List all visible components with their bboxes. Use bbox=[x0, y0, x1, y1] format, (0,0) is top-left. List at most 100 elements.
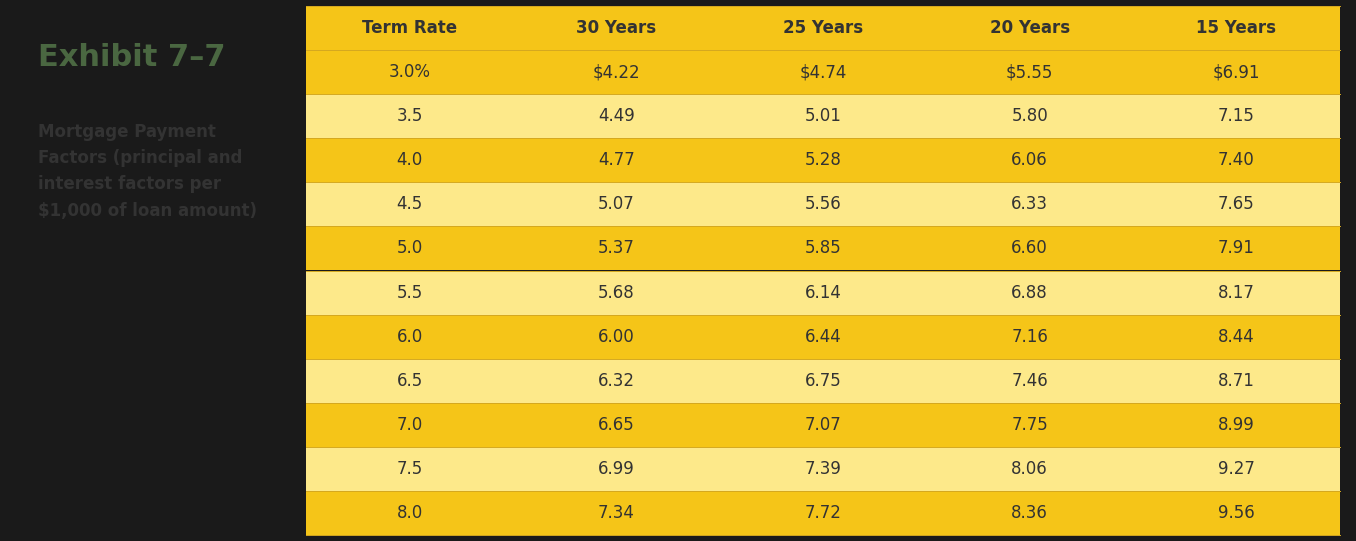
Bar bbox=[720, 270, 926, 314]
Bar bbox=[926, 182, 1134, 227]
Bar bbox=[1134, 95, 1340, 138]
Bar bbox=[720, 138, 926, 182]
Bar bbox=[306, 491, 513, 535]
Bar bbox=[1134, 182, 1340, 227]
Text: 6.99: 6.99 bbox=[598, 459, 635, 478]
Text: 7.0: 7.0 bbox=[397, 415, 423, 433]
Text: 6.0: 6.0 bbox=[397, 327, 423, 346]
Bar bbox=[926, 50, 1134, 95]
Bar bbox=[513, 182, 720, 227]
Text: 7.91: 7.91 bbox=[1218, 240, 1254, 258]
Bar bbox=[720, 359, 926, 403]
Bar bbox=[720, 6, 926, 50]
Bar bbox=[720, 314, 926, 359]
Text: 5.85: 5.85 bbox=[804, 240, 842, 258]
Text: 4.77: 4.77 bbox=[598, 151, 635, 169]
Bar bbox=[720, 227, 926, 270]
Bar bbox=[306, 403, 513, 446]
Text: 8.17: 8.17 bbox=[1218, 283, 1254, 301]
Text: 5.68: 5.68 bbox=[598, 283, 635, 301]
Text: 8.36: 8.36 bbox=[1012, 504, 1048, 522]
Bar bbox=[720, 403, 926, 446]
Bar bbox=[926, 446, 1134, 491]
Text: 6.44: 6.44 bbox=[804, 327, 842, 346]
Text: 6.33: 6.33 bbox=[1012, 195, 1048, 214]
Text: 5.80: 5.80 bbox=[1012, 108, 1048, 126]
Bar bbox=[1134, 270, 1340, 314]
Text: 5.0: 5.0 bbox=[397, 240, 423, 258]
Text: 8.71: 8.71 bbox=[1218, 372, 1254, 390]
Bar bbox=[720, 95, 926, 138]
Text: $6.91: $6.91 bbox=[1212, 63, 1260, 82]
Text: 8.0: 8.0 bbox=[397, 504, 423, 522]
Text: 5.07: 5.07 bbox=[598, 195, 635, 214]
Bar bbox=[720, 50, 926, 95]
Bar bbox=[926, 491, 1134, 535]
Bar bbox=[513, 314, 720, 359]
Bar bbox=[1134, 50, 1340, 95]
Bar bbox=[926, 227, 1134, 270]
Text: 6.60: 6.60 bbox=[1012, 240, 1048, 258]
Bar bbox=[926, 138, 1134, 182]
Text: 9.27: 9.27 bbox=[1218, 459, 1254, 478]
Text: 7.72: 7.72 bbox=[804, 504, 842, 522]
Text: 6.32: 6.32 bbox=[598, 372, 635, 390]
Text: $5.55: $5.55 bbox=[1006, 63, 1054, 82]
Bar bbox=[513, 227, 720, 270]
Bar bbox=[306, 446, 513, 491]
Bar bbox=[306, 95, 513, 138]
Text: 6.06: 6.06 bbox=[1012, 151, 1048, 169]
Text: 7.16: 7.16 bbox=[1012, 327, 1048, 346]
Bar bbox=[306, 138, 513, 182]
Text: 5.28: 5.28 bbox=[804, 151, 842, 169]
Bar bbox=[1134, 138, 1340, 182]
Text: 7.46: 7.46 bbox=[1012, 372, 1048, 390]
Text: Term Rate: Term Rate bbox=[362, 19, 457, 37]
Text: 20 Years: 20 Years bbox=[990, 19, 1070, 37]
Text: 6.65: 6.65 bbox=[598, 415, 635, 433]
Bar bbox=[306, 6, 513, 50]
Text: 30 Years: 30 Years bbox=[576, 19, 656, 37]
Bar bbox=[513, 270, 720, 314]
Text: 6.75: 6.75 bbox=[804, 372, 842, 390]
Bar bbox=[513, 95, 720, 138]
Text: 6.5: 6.5 bbox=[397, 372, 423, 390]
Bar bbox=[1134, 314, 1340, 359]
Bar bbox=[926, 95, 1134, 138]
Bar bbox=[306, 182, 513, 227]
Text: 7.75: 7.75 bbox=[1012, 415, 1048, 433]
Text: $4.22: $4.22 bbox=[593, 63, 640, 82]
Bar bbox=[926, 403, 1134, 446]
Text: 15 Years: 15 Years bbox=[1196, 19, 1276, 37]
Text: 7.5: 7.5 bbox=[397, 459, 423, 478]
Bar bbox=[513, 491, 720, 535]
Text: 5.5: 5.5 bbox=[397, 283, 423, 301]
Text: 4.5: 4.5 bbox=[397, 195, 423, 214]
Text: 5.37: 5.37 bbox=[598, 240, 635, 258]
Bar bbox=[720, 491, 926, 535]
Bar bbox=[513, 359, 720, 403]
Text: 7.65: 7.65 bbox=[1218, 195, 1254, 214]
Bar bbox=[513, 50, 720, 95]
Text: 5.56: 5.56 bbox=[804, 195, 842, 214]
Text: 8.06: 8.06 bbox=[1012, 459, 1048, 478]
Bar bbox=[513, 403, 720, 446]
Bar bbox=[306, 270, 513, 314]
Text: 4.0: 4.0 bbox=[397, 151, 423, 169]
Text: 3.5: 3.5 bbox=[396, 108, 423, 126]
Bar bbox=[926, 270, 1134, 314]
Bar bbox=[306, 227, 513, 270]
Text: 8.44: 8.44 bbox=[1218, 327, 1254, 346]
Text: 7.07: 7.07 bbox=[804, 415, 842, 433]
Text: 9.56: 9.56 bbox=[1218, 504, 1254, 522]
Text: $4.74: $4.74 bbox=[800, 63, 846, 82]
Text: 4.49: 4.49 bbox=[598, 108, 635, 126]
Bar bbox=[306, 359, 513, 403]
Text: 3.0%: 3.0% bbox=[389, 63, 431, 82]
Bar bbox=[926, 359, 1134, 403]
Text: 6.00: 6.00 bbox=[598, 327, 635, 346]
Text: 25 Years: 25 Years bbox=[782, 19, 864, 37]
Bar bbox=[720, 182, 926, 227]
Bar bbox=[1134, 403, 1340, 446]
Bar bbox=[1134, 359, 1340, 403]
